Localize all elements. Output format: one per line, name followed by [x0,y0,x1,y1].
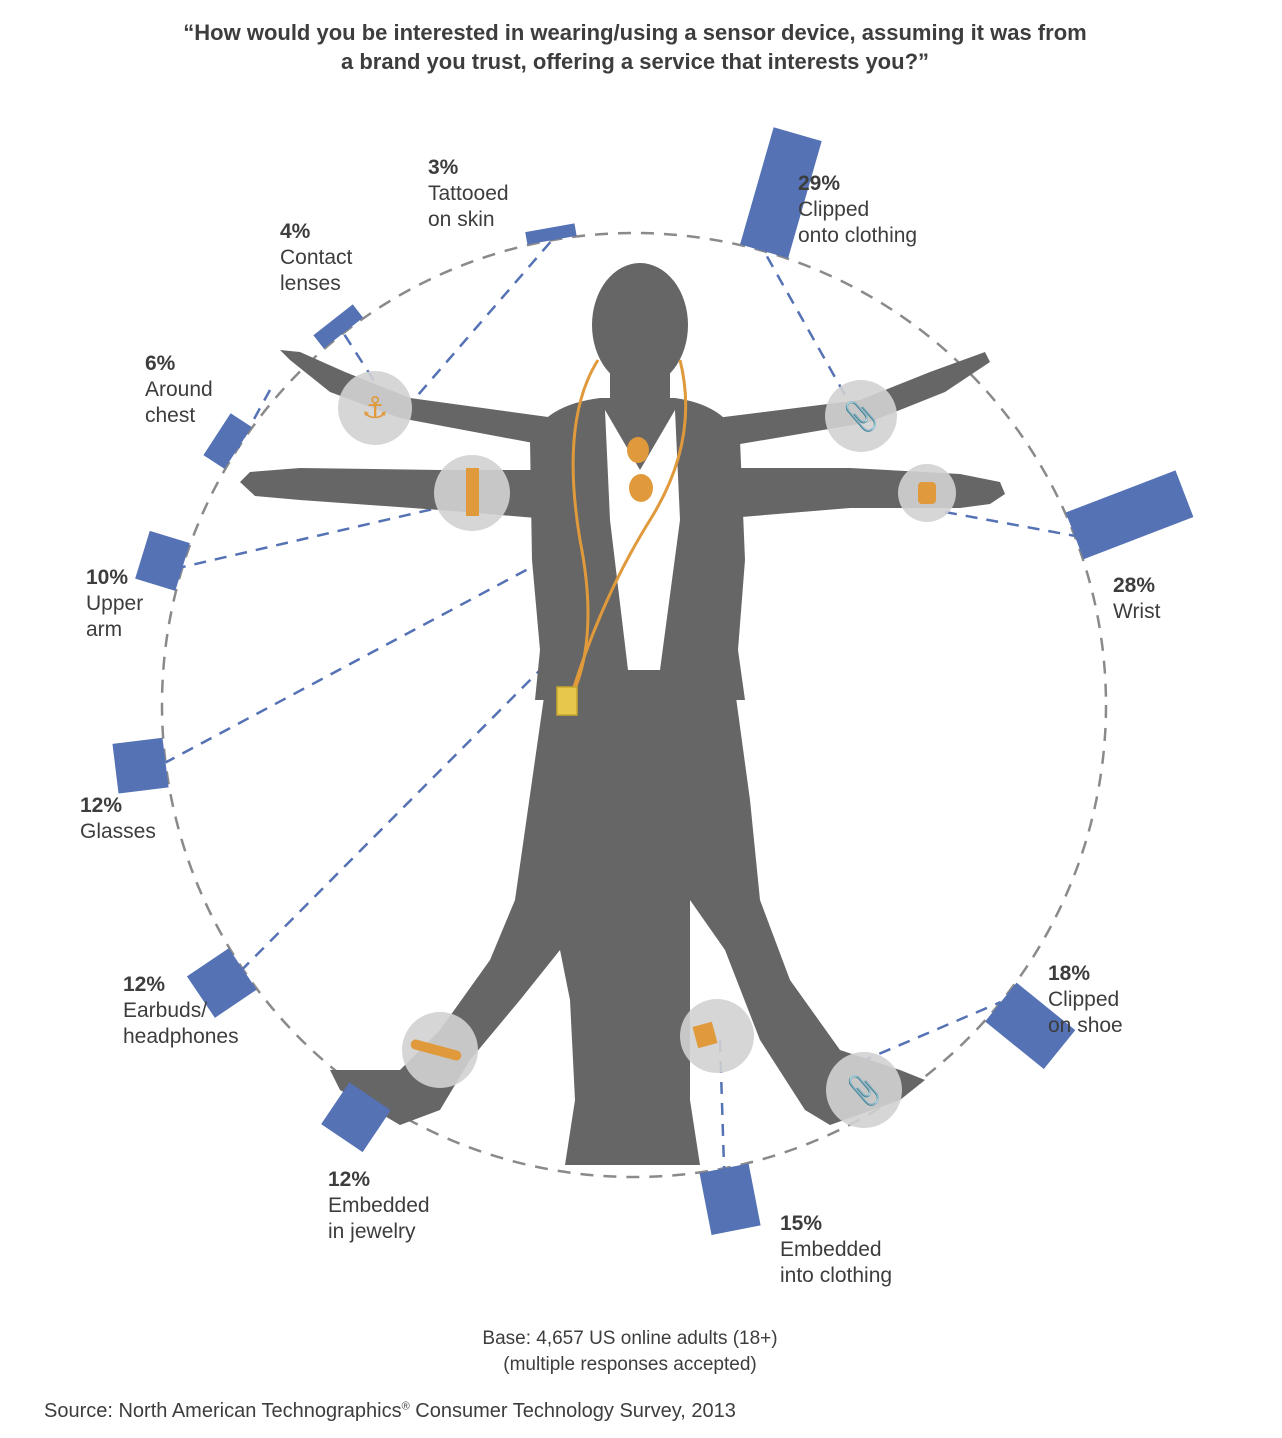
bar-category-label: on shoe [1048,1014,1123,1037]
bar-category-label: headphones [123,1025,239,1048]
bar-category-label: Clipped [798,198,869,221]
anchor-tattoo-icon [338,371,412,445]
bar-value-label: 12% [123,973,165,996]
bar-category-label: on skin [428,208,495,231]
bar [740,127,822,259]
bar [525,223,577,245]
bar-category-label: Glasses [80,820,156,843]
bar-value-label: 12% [328,1168,370,1191]
bar [112,737,169,794]
dashed-ring [160,231,1108,1179]
bar [313,304,364,349]
chart-title-line-2: a brand you trust, offering a service th… [340,49,930,74]
svg-text:📎: 📎 [844,399,879,433]
bar-value-label: 15% [780,1212,822,1235]
bar-category-label: chest [145,404,195,427]
clothing-tag-shape [692,1021,718,1049]
bar-value-label: 12% [80,794,122,817]
bar-category-label: Earbuds/ [123,999,207,1022]
bar-category-label: Tattooed [428,182,509,205]
bar-value-label: 18% [1048,962,1090,985]
bar-value-label: 6% [145,352,176,375]
bar [985,982,1076,1070]
source-registered-mark: ® [401,1400,410,1413]
bracelet-shape [410,1039,462,1061]
source-text-suffix: Consumer Technology Survey, 2013 [409,1400,736,1422]
connector-line [241,649,561,970]
bar-value-label: 28% [1113,574,1155,597]
connector-line [164,558,546,764]
svg-text:⚓: ⚓ [362,391,389,426]
connector-line [182,498,473,569]
connector-lines [164,239,1075,1169]
source-text: Source: North American Technographics [44,1400,402,1422]
connector-line [763,250,847,396]
bar-category-label: into clothing [780,1264,892,1287]
bar [203,413,252,469]
bar [699,1163,761,1235]
source-note: Source: North American Technographics® C… [44,1400,736,1423]
bar-category-label: Embedded [780,1238,882,1261]
bar-category-label: Upper [86,592,143,615]
device-markers: ⚓ 📎 📎 [338,371,956,1128]
bar-category-label: in jewelry [328,1220,416,1243]
bar-value-label: 4% [280,220,311,243]
bar-category-label: Clipped [1048,988,1119,1011]
bar [135,530,190,591]
bar-value-label: 10% [86,566,128,589]
connector-line [859,1000,1002,1064]
chart-title-line-1: “How would you be interested in wearing/… [183,20,1087,45]
base-line-1: Base: 4,657 US online adults (18+) [482,1328,778,1349]
arm-band-shape [466,468,479,516]
bar-category-label: Embedded [328,1194,430,1217]
bar-value-label: 3% [428,156,459,179]
connector-line [237,389,272,449]
base-note: Base: 4,657 US online adults (18+) (mult… [330,1326,930,1378]
bar-category-label: Wrist [1113,600,1161,623]
bar-category-label: Contact [280,246,353,269]
bar-category-label: lenses [280,272,341,295]
paper-clip-shoe-icon [826,1052,902,1128]
clothing-tag-icon [680,999,754,1073]
bar [1065,470,1194,560]
bars [112,127,1194,1235]
chart-title: “How would you be interested in wearing/… [80,18,1190,76]
bar-category-label: Around [145,378,213,401]
paper-clip-clothing-icon [825,380,897,452]
base-line-2: (multiple responses accepted) [503,1354,757,1375]
bar-value-label: 29% [798,172,840,195]
watch-shape [918,482,936,504]
bar [321,1082,391,1153]
bar-category-label: arm [86,618,122,641]
bar-labels: 29% Clipped onto clothing 28% Wrist 18% Clippe… [80,156,1161,1287]
bar [186,948,257,1018]
bar-category-label: onto clothing [798,224,917,247]
connector-line [404,239,553,411]
connector-line [944,510,1075,538]
connector-line [342,332,387,399]
svg-text:📎: 📎 [847,1073,882,1107]
